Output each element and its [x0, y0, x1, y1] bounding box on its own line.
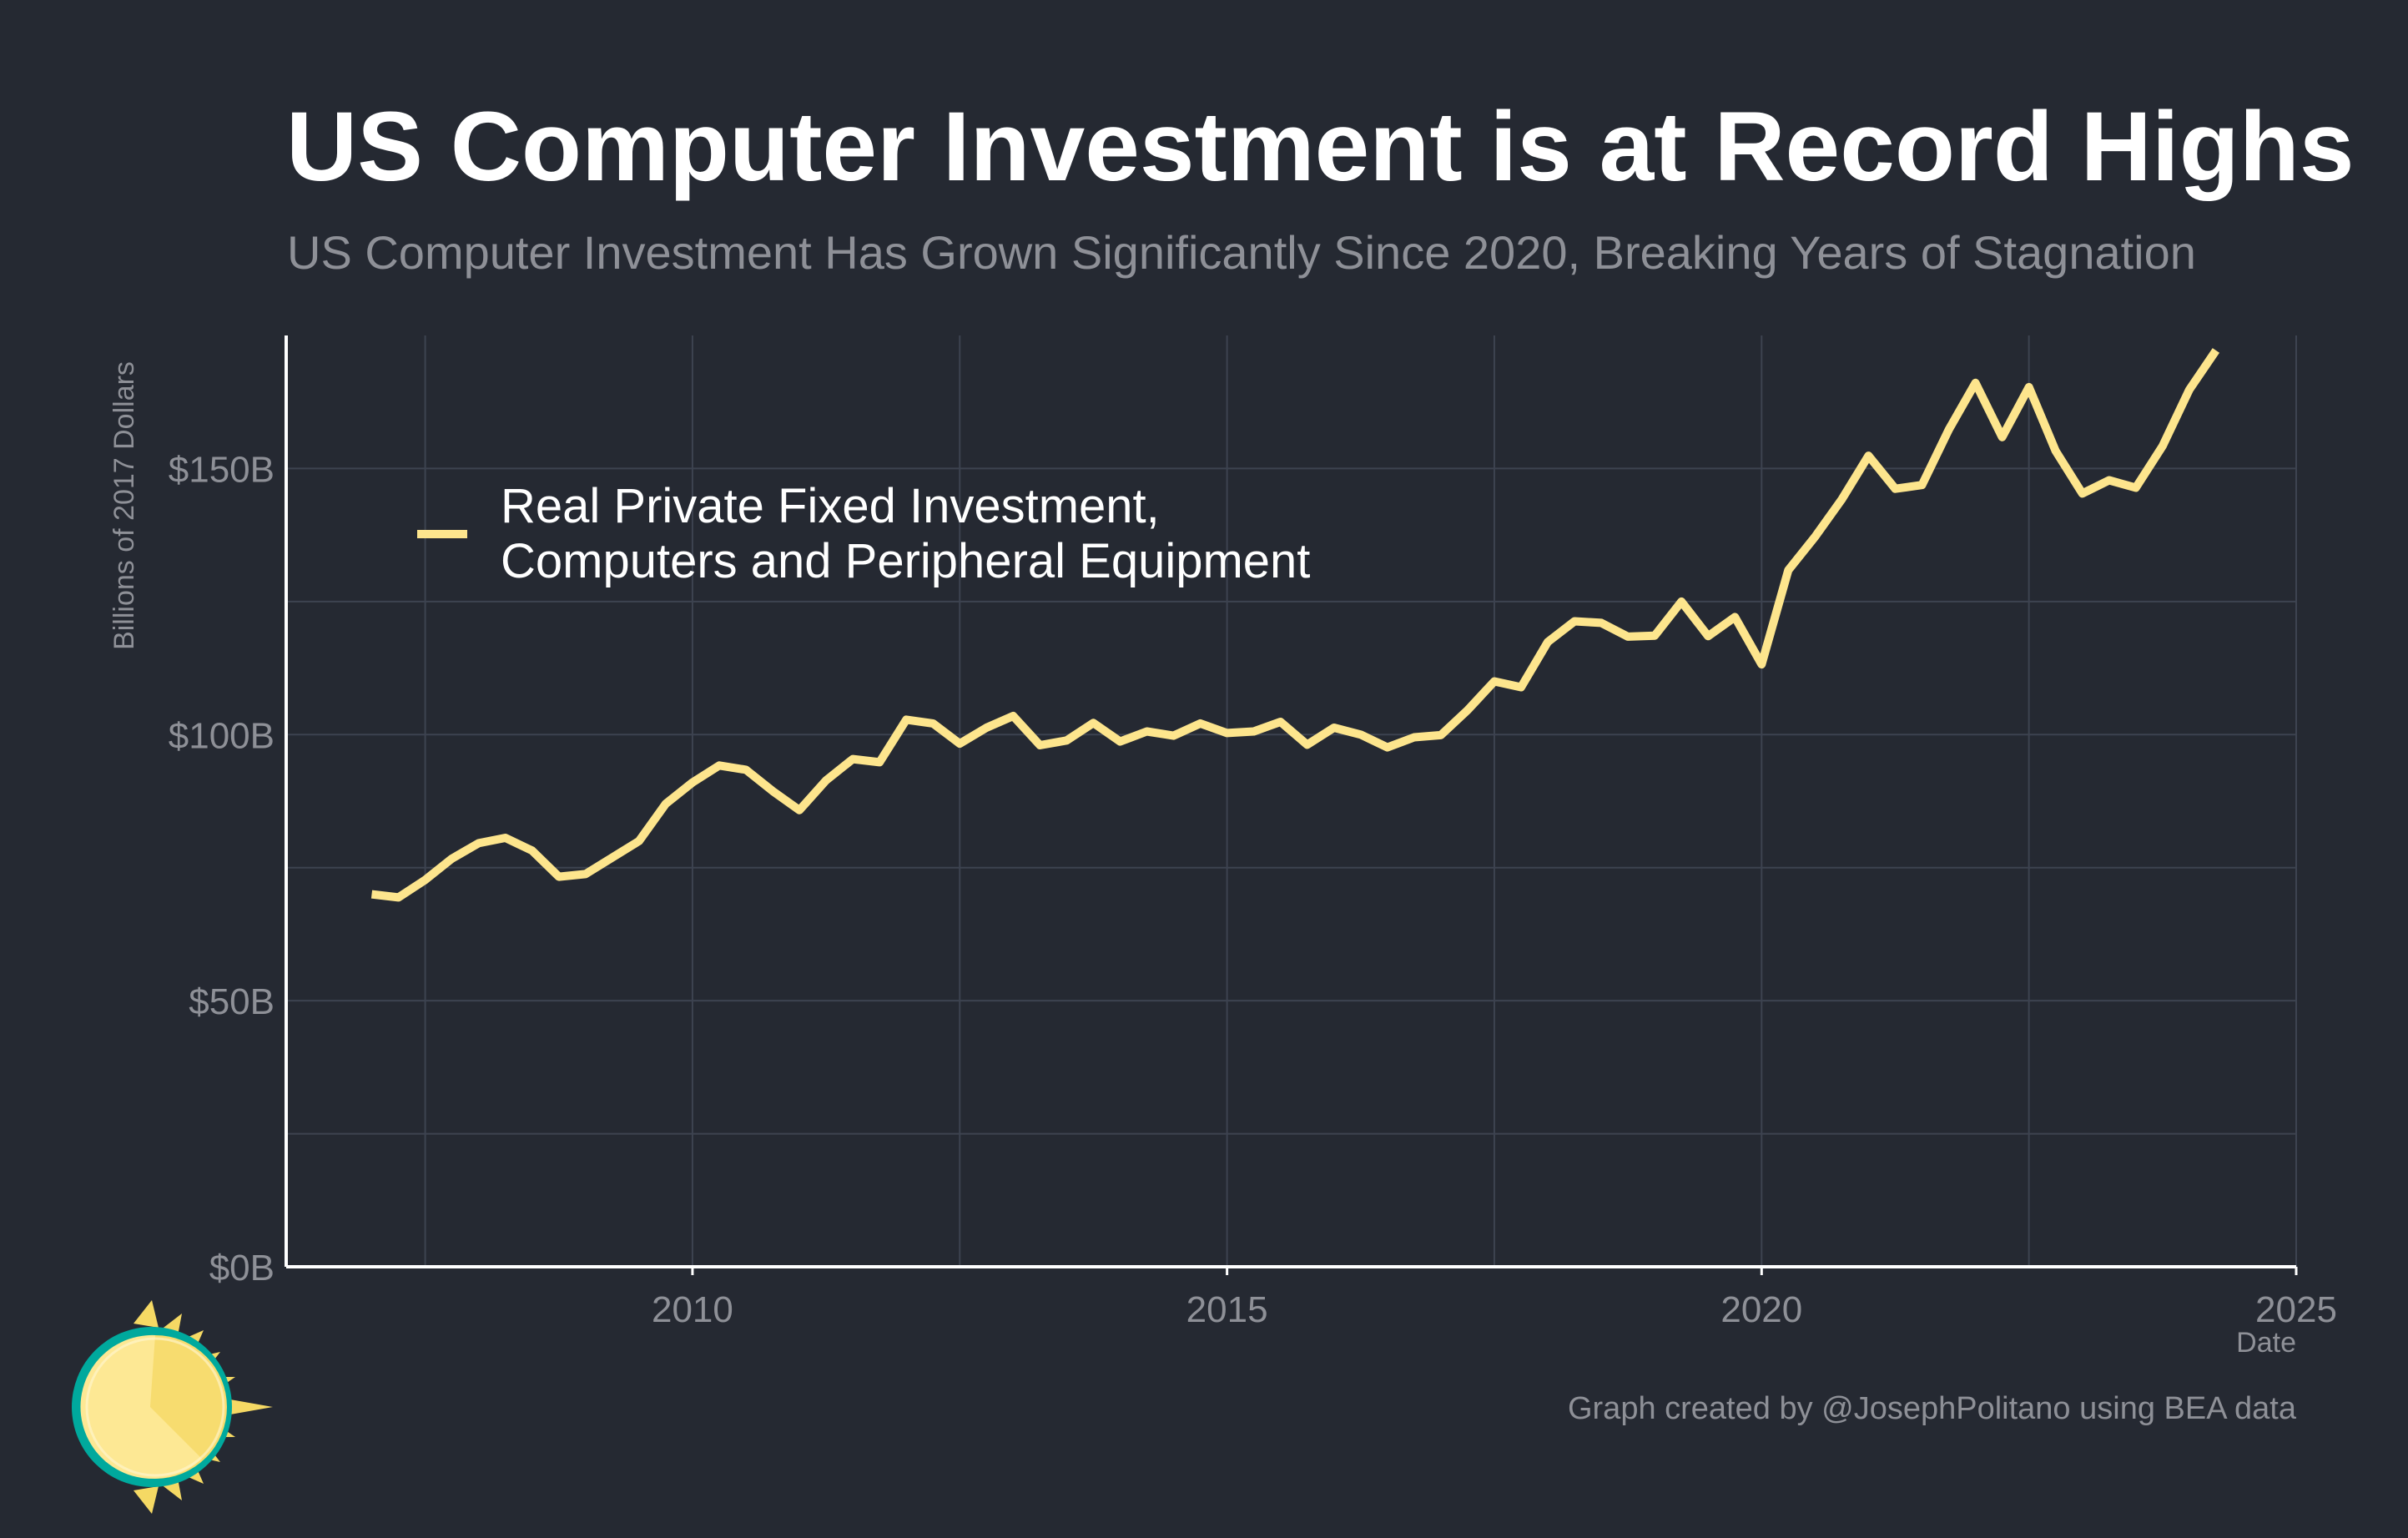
y-tick-label: $150B	[169, 449, 275, 490]
x-tick-label: 2020	[1720, 1289, 1802, 1330]
credit-text: Graph created by @JosephPolitano using B…	[1568, 1391, 2297, 1426]
tick-labels: $0B $50B $100B $150B 2010 2015 2020 2025	[169, 449, 2337, 1330]
sun-logo-icon	[72, 1300, 273, 1514]
chart-title: US Computer Investment is at Record High…	[286, 92, 2355, 202]
x-axis-label: Date	[2236, 1327, 2296, 1359]
axes	[285, 335, 2296, 1268]
legend-label: Real Private Fixed Investment,	[501, 479, 1160, 533]
y-tick-label: $50B	[189, 981, 275, 1022]
y-axis-label: Billions of 2017 Dollars	[108, 361, 140, 650]
x-tick-label: 2010	[652, 1289, 733, 1330]
legend-label: Computers and Peripheral Equipment	[501, 534, 1310, 588]
y-tick-label: $0B	[209, 1248, 275, 1288]
legend: Real Private Fixed Investment,Computers …	[417, 479, 1310, 588]
x-tick-label: 2025	[2255, 1289, 2337, 1330]
chart-subtitle: US Computer Investment Has Grown Signifi…	[287, 226, 2196, 279]
series-line	[370, 348, 2220, 902]
y-tick-label: $100B	[169, 715, 275, 756]
series-lines	[370, 348, 2220, 902]
x-tick-label: 2015	[1186, 1289, 1268, 1330]
grid-lines	[286, 335, 2297, 1268]
